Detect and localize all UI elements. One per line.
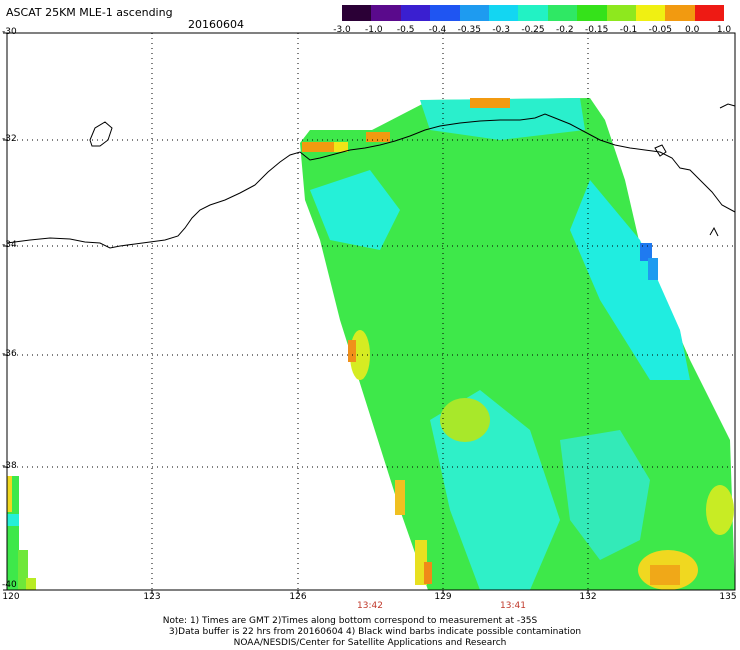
colorbar-swatch — [606, 5, 636, 21]
swath-orange-cell — [348, 340, 356, 362]
colorbar-tick-label: -0.3 — [492, 25, 510, 35]
swath-cyan-patch — [420, 98, 585, 140]
lon-label: 129 — [434, 592, 452, 602]
colorbar-swatch — [694, 5, 725, 21]
swath-cyan-patch — [570, 180, 690, 380]
colorbar-tick-label: -0.1 — [619, 25, 638, 35]
swath-left-edge-strip — [26, 578, 36, 590]
colorbar-swatch — [430, 5, 460, 21]
colorbar-swatch — [577, 5, 607, 21]
colorbar-tick-label: -1.0 — [365, 25, 383, 35]
swath-yellow-cell — [395, 480, 405, 515]
colorbar-swatch — [635, 5, 666, 21]
swath-left-edge-strip — [18, 550, 28, 590]
lat-label: -40 — [2, 580, 17, 590]
lon-label: 123 — [143, 592, 161, 602]
swath-blue-cell — [640, 243, 652, 261]
product-date: 20160604 — [188, 18, 244, 31]
colorbar-swatch — [547, 5, 578, 21]
colorbar-tick-label: 1.0 — [716, 25, 732, 35]
colorbar-labels: -3.0 -1.0 -0.5 -0.4 -0.35 -0.3 -0.25 -0.2 -0.15-… — [328, 25, 733, 39]
lat-label: -30 — [2, 27, 17, 37]
lat-label: -38 — [2, 461, 17, 471]
swath-orange-cell — [470, 98, 510, 108]
colorbar-swatch — [665, 5, 695, 21]
colorbar-swatch — [488, 5, 519, 21]
swath-orange-cell — [302, 142, 334, 152]
lat-label: -36 — [2, 349, 17, 359]
colorbar-tick-label: -0.05 — [648, 25, 672, 35]
colorbar-swatch — [371, 5, 401, 21]
plot-frame — [6, 32, 736, 591]
colorbar-swatch — [400, 5, 431, 21]
lon-label: 120 — [2, 592, 20, 602]
note-line-3: NOAA/NESDIS/Center for Satellite Applica… — [233, 638, 507, 648]
swath-cyan-patch — [310, 170, 400, 250]
colorbar-tick-label: -0.35 — [457, 25, 481, 35]
colorbar-tick-label: -0.15 — [585, 25, 609, 35]
colorbar-tick-label: -0.4 — [428, 25, 447, 35]
time-label: 13:42 — [357, 601, 383, 611]
colorbar-tick-label: -0.2 — [556, 25, 574, 35]
colorbar-swatch — [518, 5, 548, 21]
lon-label: 126 — [289, 592, 307, 602]
note-line-1: Note: 1) Times are GMT 2)Times along bot… — [162, 616, 538, 626]
time-label: 13:41 — [500, 601, 526, 611]
product-title: ASCAT 25KM MLE-1 ascending — [6, 6, 173, 19]
coastline — [654, 144, 667, 157]
swath-yellow-patch — [440, 398, 490, 442]
swath-orange-cell — [650, 565, 680, 585]
swath-yellow-patch — [706, 485, 734, 535]
colorbar-swatch — [342, 5, 372, 21]
swath-cyan-patch — [560, 430, 650, 560]
coastline — [6, 113, 736, 249]
colorbar-tick-label: -0.5 — [396, 25, 415, 35]
coastline — [709, 103, 736, 237]
swath-left-edge-strip — [7, 476, 12, 512]
swath-orange-cell — [424, 562, 432, 584]
swath-yellow-cell — [334, 142, 348, 152]
lat-label: -32 — [2, 134, 17, 144]
colorbar-tick-label: -3.0 — [333, 25, 351, 35]
colorbar-tick-label: -0.25 — [521, 25, 545, 35]
lon-label: 132 — [579, 592, 597, 602]
lat-label: -34 — [2, 240, 17, 250]
colorbar — [342, 5, 725, 21]
swath-blue-cell — [648, 258, 658, 280]
swath-orange-cell — [366, 132, 390, 142]
coastline — [89, 121, 113, 147]
note-line-2: 3)Data buffer is 22 hrs from 20160604 4)… — [168, 627, 582, 637]
swath-left-edge-strip — [7, 514, 19, 526]
lon-label: 135 — [719, 592, 737, 602]
colorbar-swatch — [459, 5, 489, 21]
colorbar-tick-label: 0.0 — [684, 25, 700, 35]
